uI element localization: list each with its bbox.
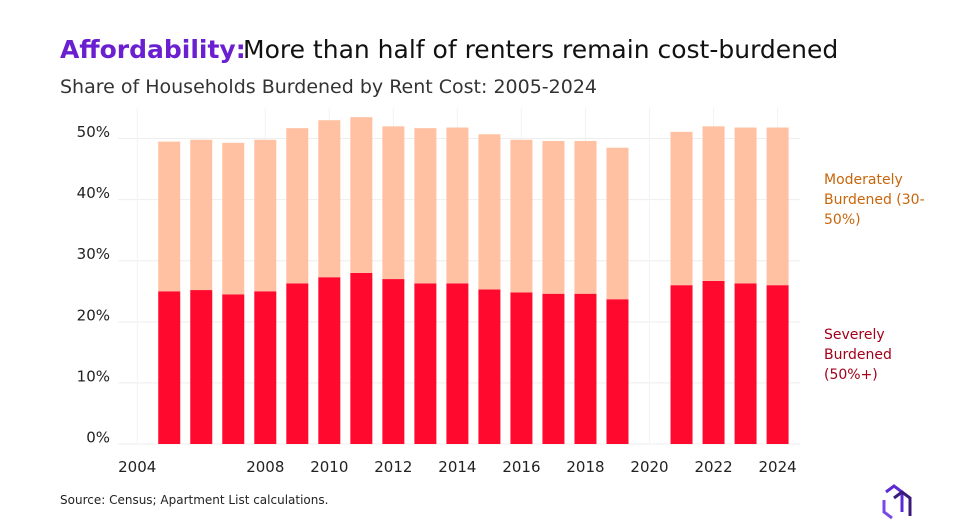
x-tick-label: 2004: [118, 458, 156, 476]
x-tick-label: 2016: [502, 458, 540, 476]
bar-segment: [670, 131, 693, 286]
bar-segment: [382, 126, 405, 280]
x-tick-label: 2010: [310, 458, 348, 476]
bar-segment: [574, 293, 597, 444]
bar-segment: [286, 128, 309, 284]
bar-segment: [734, 283, 757, 444]
bar-segment: [510, 139, 533, 293]
bar-segment: [542, 293, 565, 444]
bar-segment: [350, 272, 373, 444]
x-tick-label: 2012: [374, 458, 412, 476]
chart-title: More than half of renters remain cost-bu…: [243, 35, 838, 64]
bar-segment: [286, 283, 309, 444]
bar-segment: [670, 285, 693, 444]
x-tick-label: 2020: [630, 458, 668, 476]
chart-subtitle: Share of Households Burdened by Rent Cos…: [60, 76, 597, 98]
bar-segment: [766, 127, 789, 286]
bar-segment: [222, 294, 245, 444]
bar-segment: [446, 127, 469, 284]
x-tick-label: 2022: [694, 458, 732, 476]
y-tick-label: 20%: [77, 306, 110, 324]
bar-segment: [222, 142, 245, 295]
title-highlight: Affordability:: [60, 35, 246, 64]
bar-segment: [734, 127, 757, 284]
y-tick-label: 40%: [77, 184, 110, 202]
bar-segment: [574, 140, 597, 294]
bar-segment: [542, 140, 565, 294]
bar-segment: [158, 291, 181, 444]
bar-segment: [350, 117, 373, 273]
bar-segment: [510, 292, 533, 444]
bar-segment: [766, 285, 789, 444]
y-tick-label: 0%: [86, 429, 110, 447]
bar-segment: [254, 291, 277, 444]
bar-segment: [190, 290, 213, 444]
bar-segment: [382, 279, 405, 444]
x-tick-label: 2008: [246, 458, 284, 476]
y-tick-label: 50%: [77, 123, 110, 141]
logo: [882, 484, 912, 520]
source-note: Source: Census; Apartment List calculati…: [60, 493, 328, 507]
bar-segment: [478, 289, 501, 444]
bar-segment: [606, 299, 629, 444]
bar-segment: [158, 141, 181, 292]
bar-segment: [318, 277, 341, 444]
bar-segment: [478, 134, 501, 290]
bar-segment: [446, 283, 469, 444]
bar-segment: [414, 283, 437, 444]
bar-segment: [254, 139, 277, 292]
legend-entry: Severely Burdened (50%+): [824, 327, 892, 383]
y-tick-label: 10%: [77, 367, 110, 385]
x-tick-label: 2024: [758, 458, 796, 476]
bar-segment: [702, 280, 725, 444]
bar-segment: [318, 120, 341, 278]
x-tick-label: 2018: [566, 458, 604, 476]
bar-segment: [414, 128, 437, 284]
bar-segment: [606, 147, 629, 300]
x-tick-label: 2014: [438, 458, 476, 476]
bar-segment: [190, 139, 213, 291]
y-tick-label: 30%: [77, 245, 110, 263]
legend-entry: Moderately Burdened (30-50%): [824, 172, 925, 228]
bar-segment: [702, 126, 725, 281]
